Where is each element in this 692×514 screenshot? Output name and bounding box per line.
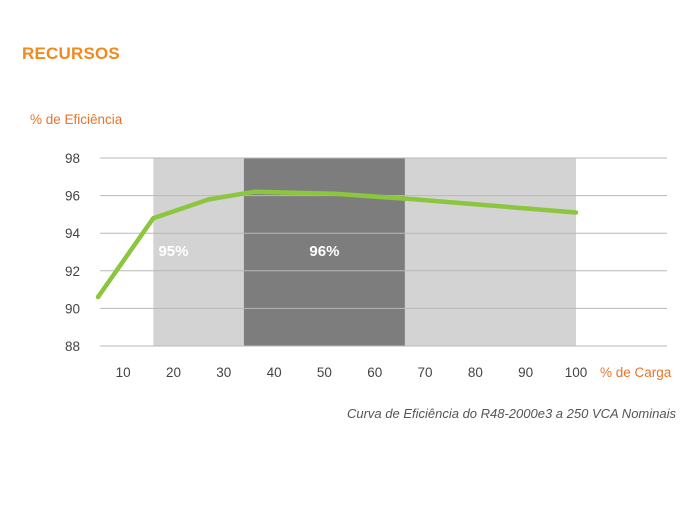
x-tick-label: 50 [317,365,332,380]
band-label-1: 96% [309,243,339,260]
x-tick-label: 20 [166,365,181,380]
band-label-0: 95% [158,243,188,260]
y-tick-label: 90 [65,301,80,316]
y-axis-label: % de Eficiência [30,112,123,127]
band-labels: 95% 96% [158,243,339,260]
y-tick-labels: 88 90 92 94 96 98 [65,151,81,354]
data-point [412,197,418,202]
x-tick-label: 80 [468,365,483,380]
section-heading: RECURSOS [22,44,120,63]
x-tick-label: 60 [367,365,382,380]
data-point [251,189,257,195]
efficiency-series [95,189,579,300]
x-tick-label: 70 [418,365,433,380]
x-tick-label: 30 [216,365,231,380]
x-tick-label: 100 [565,365,588,380]
x-tick-labels: 10 20 30 40 50 60 70 80 90 100 [116,365,588,380]
x-axis-label: % de Carga [600,365,672,380]
data-point [573,210,579,215]
efficiency-band-1 [243,158,405,346]
y-tick-label: 98 [65,151,80,166]
y-tick-label: 92 [65,264,80,279]
data-point [151,215,156,221]
data-point [95,294,101,300]
x-tick-label: 10 [116,365,131,380]
y-tick-label: 94 [65,226,81,241]
y-tick-label: 88 [65,339,80,354]
chart-caption: Curva de Eficiência do R48-2000e3 a 250 … [346,406,676,421]
data-point [206,197,211,202]
efficiency-bands [153,158,576,346]
data-point [332,191,337,196]
y-tick-label: 96 [65,189,80,204]
x-tick-label: 90 [518,365,533,380]
x-tick-label: 40 [267,365,282,380]
efficiency-band-2 [404,158,576,346]
